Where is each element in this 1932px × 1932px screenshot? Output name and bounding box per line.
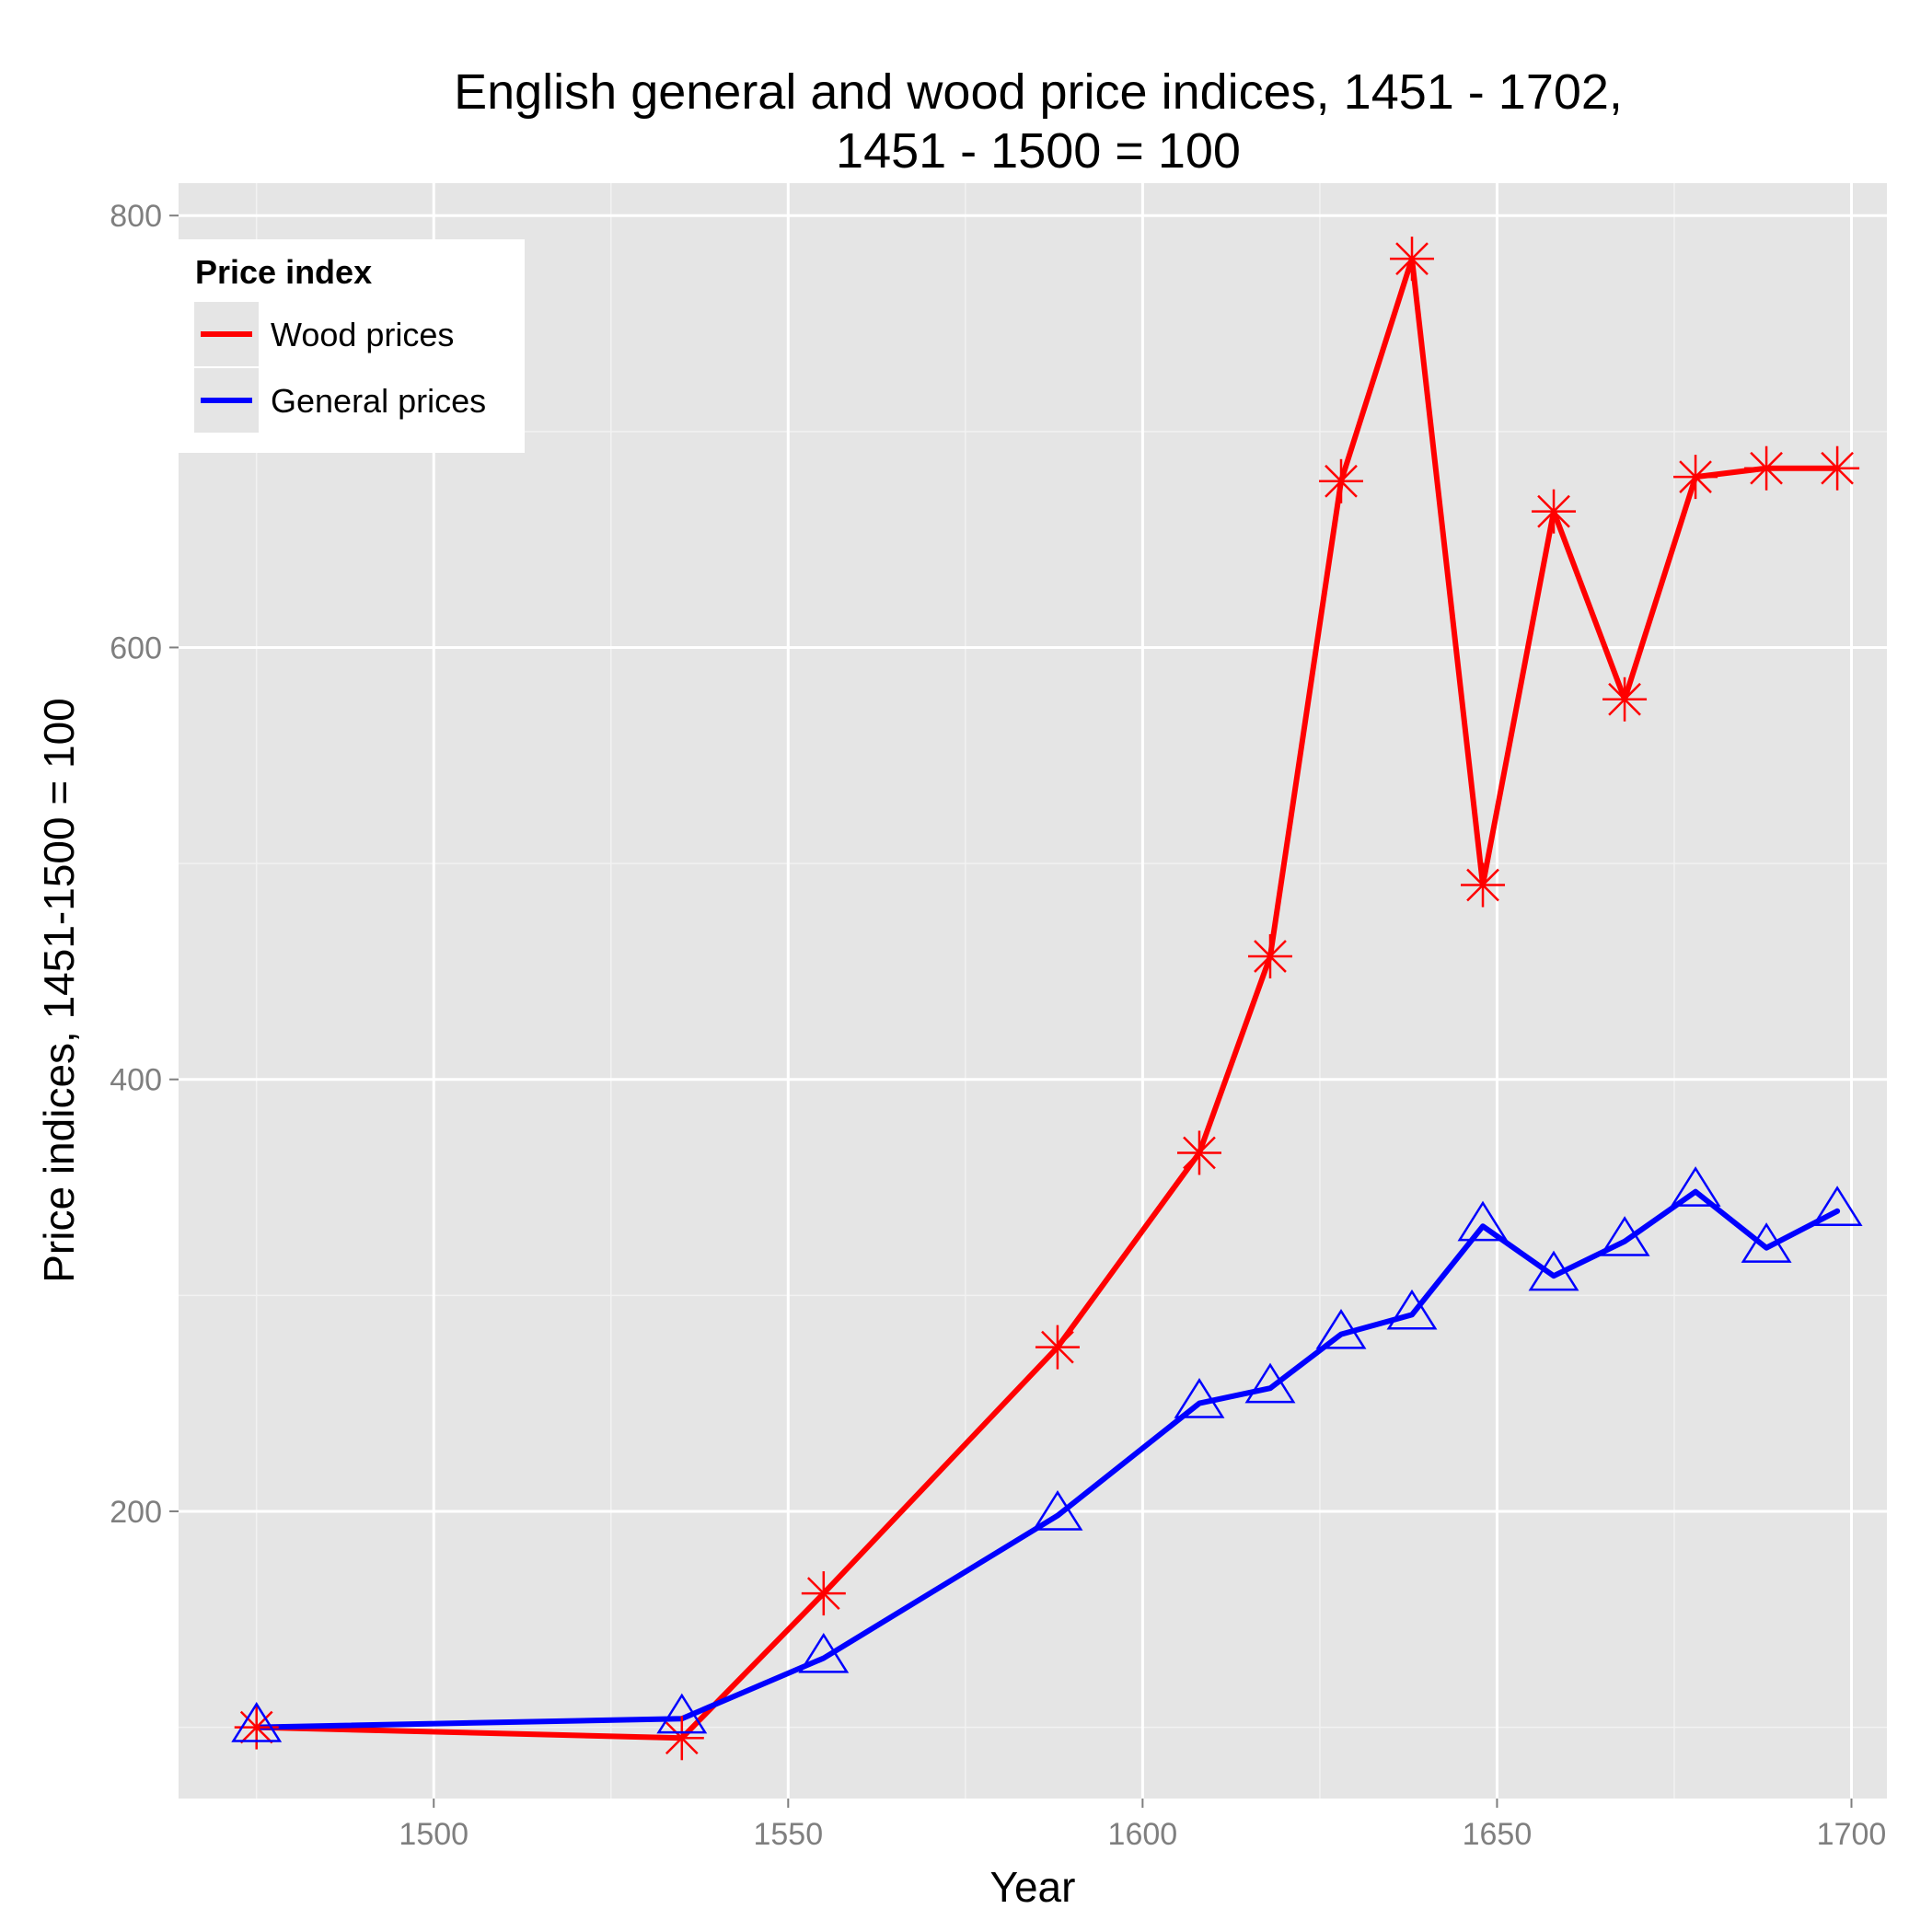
chart-title-line-1: English general and wood price indices, … [454, 64, 1623, 120]
x-tick-label: 1500 [399, 1817, 469, 1852]
y-tick-label: 200 [110, 1495, 162, 1530]
legend: Price index Wood prices General prices [179, 239, 525, 453]
x-axis-ticks: 1500 1550 1600 1650 1700 [399, 1799, 1886, 1852]
data-point-general [1386, 1289, 1438, 1330]
data-point-wood [801, 1571, 846, 1616]
data-point-general [1244, 1362, 1296, 1404]
data-point-general [1811, 1186, 1863, 1226]
y-tick-label: 800 [110, 199, 162, 234]
x-tick-label: 1550 [753, 1817, 823, 1852]
data-point-wood [1744, 445, 1789, 491]
data-point-wood [1673, 455, 1718, 500]
y-axis-ticks: 200 400 600 800 [110, 199, 179, 1530]
x-tick-label: 1600 [1108, 1817, 1178, 1852]
legend-label-wood: Wood prices [271, 316, 454, 353]
x-axis-title: Year [990, 1863, 1076, 1911]
x-tick-label: 1700 [1817, 1817, 1887, 1852]
data-point-general [798, 1632, 850, 1673]
data-point-wood [1532, 489, 1577, 534]
y-tick-label: 600 [110, 631, 162, 665]
data-point-wood [1390, 237, 1435, 282]
y-tick-label: 400 [110, 1063, 162, 1098]
data-point-wood [659, 1716, 704, 1761]
data-point-general [231, 1702, 283, 1742]
data-point-wood [1247, 933, 1292, 978]
data-point-general [1670, 1166, 1721, 1207]
data-point-general [1599, 1216, 1650, 1256]
series-layer [231, 237, 1863, 1761]
data-point-general [1528, 1250, 1579, 1291]
chart-title-line-2: 1451 - 1500 = 100 [836, 123, 1241, 179]
data-point-general [1741, 1222, 1792, 1263]
data-point-wood [1035, 1325, 1080, 1370]
legend-label-general: General prices [271, 382, 486, 420]
series-line-general [253, 1188, 1841, 1730]
data-point-wood [1461, 862, 1506, 908]
data-point-wood [1319, 458, 1364, 503]
data-point-general [1032, 1490, 1083, 1531]
data-point-wood [1176, 1130, 1221, 1175]
data-point-general [656, 1693, 708, 1734]
data-point-wood [1602, 677, 1648, 722]
data-point-wood [1815, 445, 1860, 491]
data-point-general [1457, 1200, 1509, 1242]
legend-title: Price index [195, 253, 372, 291]
major-gridlines [179, 183, 1887, 1799]
y-axis-title: Price indices, 1451-1500 = 100 [35, 698, 83, 1283]
data-point-general [1315, 1309, 1367, 1349]
data-point-general [1174, 1378, 1225, 1418]
series-line-wood [253, 256, 1841, 1741]
x-tick-label: 1650 [1463, 1817, 1533, 1852]
